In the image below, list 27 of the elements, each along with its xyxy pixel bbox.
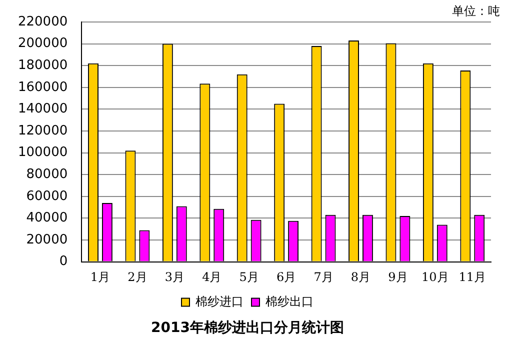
x-tick-label: 6月	[276, 270, 296, 284]
y-tick-label: 140000	[18, 102, 68, 117]
y-tick-label: 200000	[18, 36, 68, 52]
x-tick-label: 5月	[239, 270, 259, 284]
x-tick-label: 8月	[350, 270, 371, 284]
y-tick-label: 160000	[18, 80, 68, 95]
legend-label: 棉纱进口	[196, 294, 244, 308]
y-tick-label: 20000	[26, 232, 68, 248]
y-tick-label: 180000	[18, 58, 68, 73]
x-tick-label: 4月	[202, 270, 222, 284]
y-tick-label: 220000	[18, 14, 68, 30]
text: 单位：吨	[452, 4, 500, 18]
y-tick-label: 80000	[26, 166, 68, 182]
x-tick-label: 10月	[422, 270, 449, 284]
x-tick-label: 2月	[128, 270, 148, 284]
x-tick-label: 3月	[164, 270, 184, 284]
y-tick-label: 120000	[18, 123, 68, 138]
x-tick-label: 9月	[388, 270, 408, 284]
y-tick-label: 0	[59, 254, 68, 270]
x-tick-label: 1月	[90, 270, 110, 284]
x-tick-label: 11月	[458, 270, 486, 284]
y-tick-label: 40000	[26, 210, 68, 226]
text: 2013年棉纱进出口分月统计图	[151, 319, 344, 336]
legend-label: 棉纱出口	[266, 294, 314, 308]
y-tick-label: 100000	[18, 145, 68, 160]
y-tick-label: 60000	[26, 188, 68, 204]
x-tick-label: 7月	[314, 270, 334, 284]
